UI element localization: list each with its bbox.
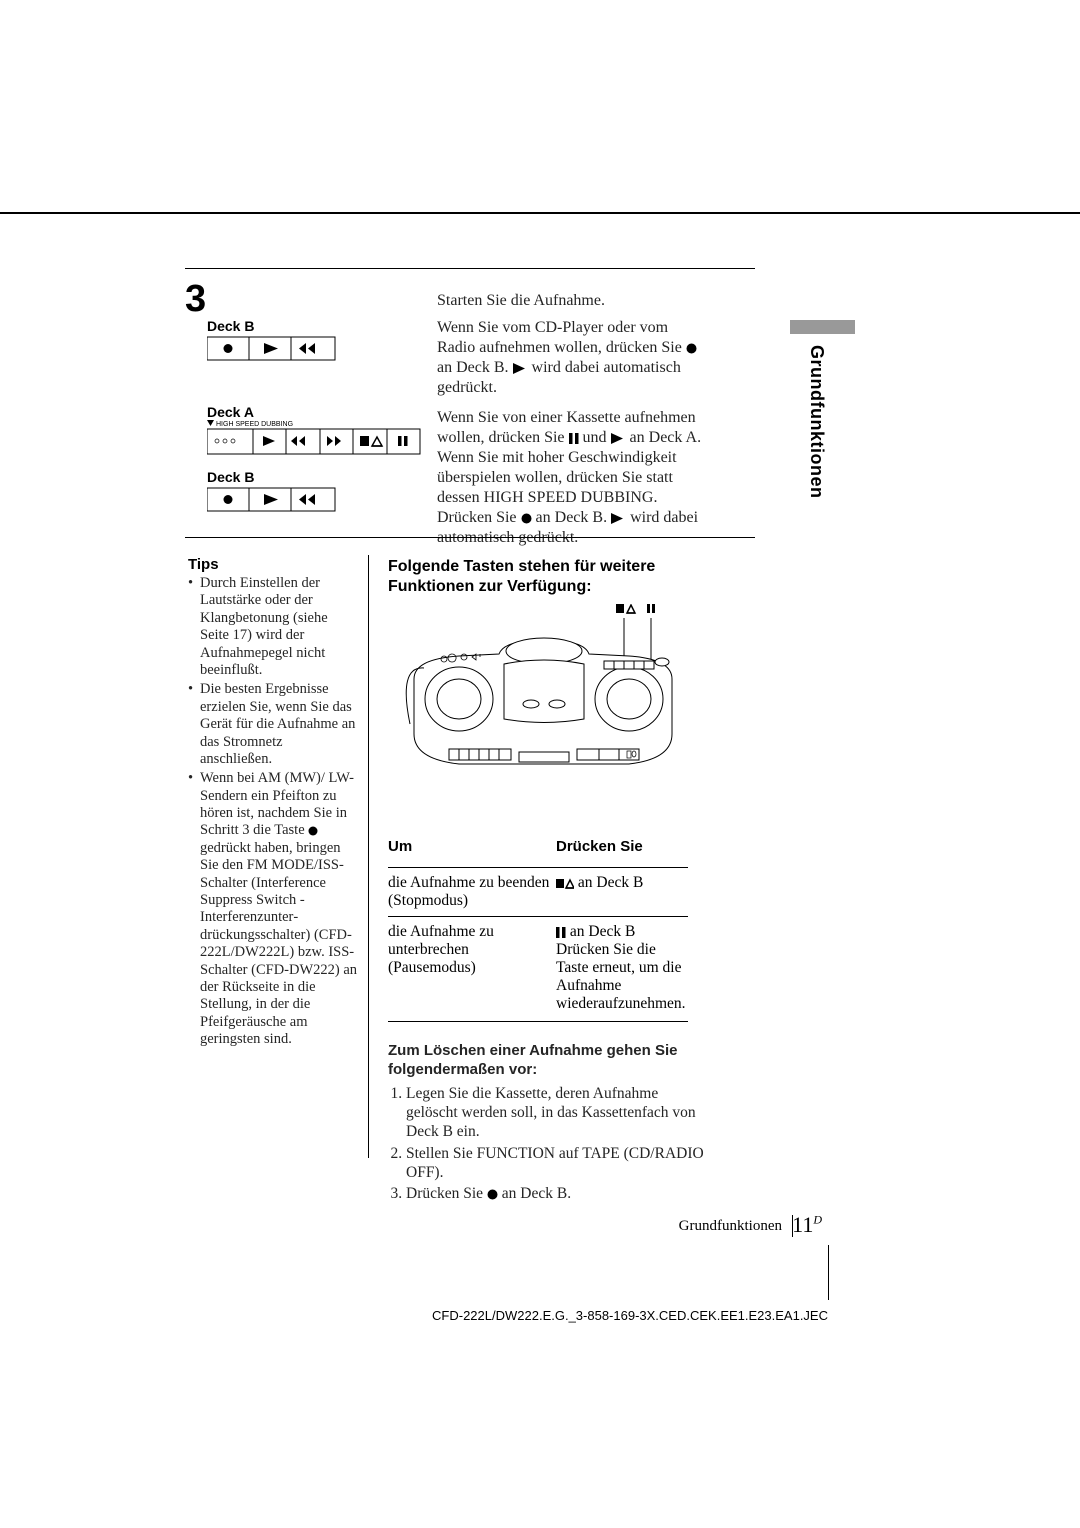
p2: Wenn Sie vom CD-Player oder vom Radio au… [437,318,697,398]
p2a: Wenn Sie vom CD-Player oder vom Radio au… [437,319,686,356]
play-icon [611,433,626,444]
erase-step-1: Legen Sie die Kassette, deren Aufnahme g… [406,1084,708,1142]
functions-table: Um Drücken Sie die Aufnahme zu beenden (… [388,832,688,1022]
deck-a-diagram: HIGH SPEED DUBBING [207,420,422,458]
top-rule [0,212,1080,214]
p3: Wenn Sie von einer Kassette aufnehmen wo… [437,408,707,548]
p3b: und [583,429,611,446]
r1c1: die Aufnahme zu beenden (Stopmodus) [388,874,556,910]
erase-step-2: Stellen Sie FUNCTION auf TAPE (CD/RADIO … [406,1144,708,1183]
play-icon [611,513,626,524]
r2c2b: Drücken Sie die Taste erneut, um die Auf… [556,941,686,1012]
tip-2: Die besten Ergebnisse erzielen Sie, wenn… [188,681,358,768]
deck-b-diagram-2 [207,485,337,515]
erase-step-3: Drücken Sie an Deck B. [406,1184,708,1203]
footer-code: CFD-222L/DW222.E.G._3-858-169-3X.CED.CEK… [432,1308,828,1323]
record-icon [686,343,697,354]
p1: Starten Sie die Aufnahme. [437,291,717,311]
erase-heading: Zum Löschen einer Aufnahme gehen Sie fol… [388,1042,708,1080]
tip-3: Wenn bei AM (MW)/ LW-Sendern ein Pfeifto… [188,770,358,1048]
pause-icon [556,927,566,938]
erase-section: Zum Löschen einer Aufnahme gehen Sie fol… [388,1042,708,1206]
erase3a: Drücken Sie [406,1185,487,1202]
deck-a-label: Deck A [207,404,422,420]
tips-heading: Tips [188,556,219,573]
table-row: die Aufnahme zu beenden (Stopmodus) an D… [388,867,688,916]
side-section-label: Grundfunktionen [806,345,827,498]
page-number: 11D [792,1212,822,1238]
tip3a: Wenn bei AM (MW)/ LW-Sendern ein Pfeifto… [200,770,354,838]
r2c1: die Aufnahme zu unterbrechen (Pausemodus… [388,923,556,1013]
vertical-divider [368,555,369,1158]
r1c2: an Deck B [556,874,688,910]
tip-1: Durch Einstellen der Lautstärke oder der… [188,575,358,679]
content-top-rule [185,268,755,269]
page: Grundfunktionen 3 Deck B Deck A HIGH SPE… [0,0,1080,1528]
pause-icon [569,433,579,444]
stop-eject-icon [556,878,574,889]
footer-section-label: Grundfunktionen [679,1218,782,1235]
content-mid-rule [185,537,755,538]
deck-b-bottom: Deck B [207,469,337,515]
deck-b-label: Deck B [207,318,337,334]
functions-heading: Folgende Tasten stehen für weitere Funkt… [388,557,708,597]
footer-vertical-rule [828,1245,829,1300]
device-illustration [404,604,682,794]
table-header-1: Um [388,838,556,861]
p3d: an Deck B. [536,509,612,526]
side-accent-bar [790,320,855,334]
r2c2a: an Deck B [570,923,635,940]
r2c2: an Deck B Drücken Sie die Taste erneut, … [556,923,688,1013]
tip3b: gedrückt haben, bringen Sie den FM MODE/… [200,840,357,1047]
deck-b-label-2: Deck B [207,469,337,485]
deck-b-top: Deck B [207,318,337,364]
erase3b: an Deck B. [502,1185,571,1202]
record-icon [487,1189,498,1200]
table-row: die Aufnahme zu unterbrechen (Pausemodus… [388,916,688,1022]
p2b: an Deck B. [437,359,513,376]
table-header-2: Drücken Sie [556,838,688,861]
deck-a-block: Deck A HIGH SPEED DUBBING [207,404,422,458]
record-icon [521,513,532,524]
tips-list: Durch Einstellen der Lautstärke oder der… [188,575,358,1051]
step-number: 3 [185,278,206,321]
svg-text:HIGH SPEED DUBBING: HIGH SPEED DUBBING [216,421,293,428]
r1c2-text: an Deck B [578,874,643,891]
deck-b-diagram [207,334,337,364]
play-icon [513,363,528,374]
record-icon [308,826,318,836]
